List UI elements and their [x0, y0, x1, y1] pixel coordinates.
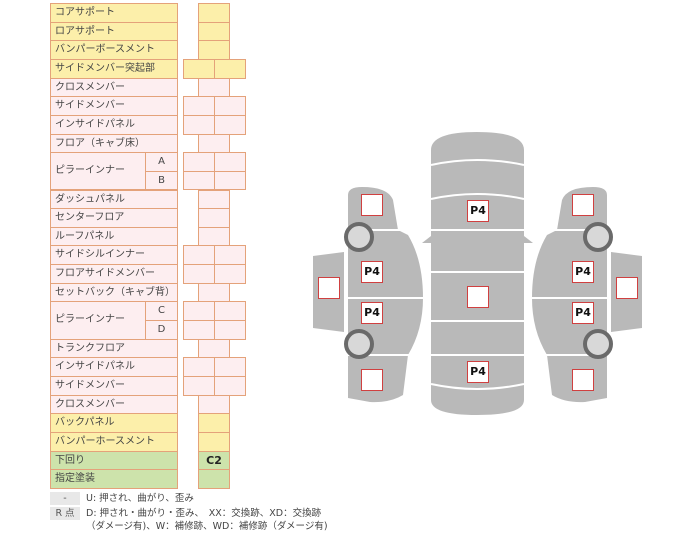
damage-mark-center-bottom[interactable]: P4	[467, 361, 489, 383]
damage-mark-right-mid-rear[interactable]: P4	[572, 302, 594, 324]
damage-mark-left-door[interactable]	[318, 277, 340, 299]
legend-key: -	[50, 492, 80, 505]
right-side-body	[532, 187, 607, 403]
center-right-notch	[524, 236, 533, 243]
damage-mark-center-middle[interactable]	[467, 286, 489, 308]
center-left-notch	[422, 236, 431, 243]
damage-mark-right-mid-front[interactable]: P4	[572, 261, 594, 283]
row-label: ピラーインナー	[50, 301, 146, 340]
wheel-icon	[344, 222, 374, 252]
wheel-icon	[583, 222, 613, 252]
legend-text: D: 押され・曲がり・歪み、 XX：交換跡、XD：交換跡	[86, 508, 322, 519]
legend-text: U: 押され、曲がり、歪み	[86, 493, 194, 504]
damage-mark-left-mid-rear[interactable]: P4	[361, 302, 383, 324]
damage-mark-center-top[interactable]: P4	[467, 200, 489, 222]
row-label: 指定塗装	[50, 469, 178, 489]
damage-mark-right-door[interactable]	[616, 277, 638, 299]
wheel-icon	[344, 329, 374, 359]
damage-cell-right[interactable]	[214, 264, 246, 284]
damage-mark-left-rear[interactable]	[361, 369, 383, 391]
damage-cell-right[interactable]	[214, 114, 246, 135]
center-body	[431, 132, 524, 415]
row-label: ピラーインナー	[50, 152, 146, 191]
damage-mark-right-front[interactable]	[572, 194, 594, 216]
legend-text: （ダメージ有)、W：補修跡、WD：補修跡（ダメージ有)	[86, 521, 328, 532]
damage-cell-right[interactable]	[214, 58, 246, 79]
left-side-body	[348, 187, 423, 403]
damage-cell-right[interactable]	[214, 170, 246, 191]
damage-cell-right[interactable]	[214, 376, 246, 396]
wheel-icon	[583, 329, 613, 359]
damage-mark-left-mid-front[interactable]: P4	[361, 261, 383, 283]
legend-key: R 点	[50, 507, 80, 520]
damage-cell[interactable]	[198, 469, 230, 489]
damage-mark-left-front[interactable]	[361, 194, 383, 216]
damage-mark-right-rear[interactable]	[572, 369, 594, 391]
damage-cell-right[interactable]	[214, 320, 246, 340]
damage-cell[interactable]: C2	[198, 450, 230, 471]
